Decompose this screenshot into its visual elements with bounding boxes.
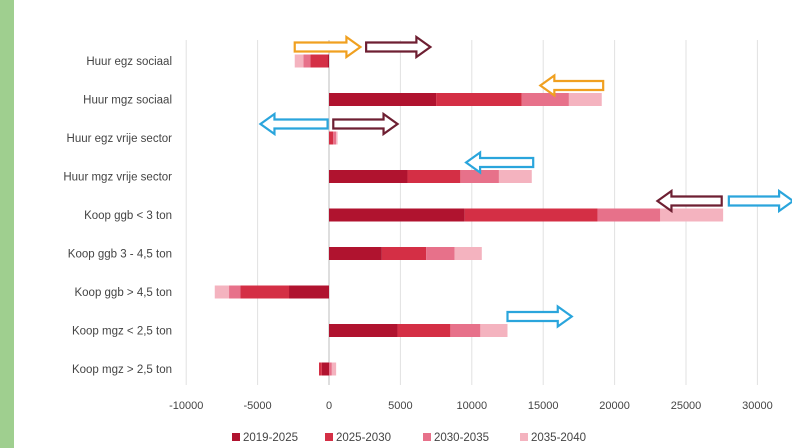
arrow	[506, 304, 574, 329]
bars	[214, 54, 724, 376]
category-label: Huur egz sociaal	[86, 56, 172, 68]
bar-segment	[381, 247, 427, 260]
arrow	[258, 111, 329, 137]
bar-segment	[229, 285, 241, 299]
legend-label: 2035-2040	[531, 432, 586, 444]
legend-swatch	[520, 433, 528, 441]
legend-item: 2025-2030	[325, 432, 391, 444]
legend-swatch	[423, 433, 431, 441]
category-label: Huur egz vrije sector	[67, 133, 173, 145]
arrows	[258, 34, 792, 329]
bar-segment	[327, 54, 329, 68]
bar-segment	[397, 324, 451, 337]
bar-segment	[498, 170, 532, 183]
legend-item: 2030-2035	[423, 432, 489, 444]
bar-segment	[329, 324, 398, 337]
x-tick-label: 0	[326, 400, 332, 412]
legend-label: 2019-2025	[243, 432, 298, 444]
legend-item: 2019-2025	[232, 432, 298, 444]
bar-segment	[480, 324, 508, 337]
bar-segment	[321, 362, 329, 376]
category-label: Koop mgz < 2,5 ton	[72, 326, 172, 338]
bar-segment	[329, 362, 332, 376]
legend-label: 2025-2030	[336, 432, 391, 444]
category-label: Koop ggb < 3 ton	[84, 210, 172, 222]
bar-segment	[240, 285, 290, 299]
legend-label: 2030-2035	[434, 432, 489, 444]
bar-segment	[426, 247, 455, 260]
bar-segment	[333, 131, 337, 145]
bar-segment	[436, 93, 522, 106]
arrow	[538, 73, 605, 98]
x-tick-label: 10000	[457, 400, 488, 412]
bar-segment	[294, 54, 304, 68]
category-label: Koop ggb > 4,5 ton	[74, 287, 172, 299]
x-tick-label: 25000	[671, 400, 702, 412]
legend: 2019-2025 2025-2030 2030-2035 2035-2040	[232, 432, 586, 444]
category-label: Koop ggb 3 - 4,5 ton	[68, 249, 172, 261]
category-label: Koop mgz > 2,5 ton	[72, 364, 172, 376]
x-tick-label: 5000	[388, 400, 412, 412]
category-label: Huur mgz sociaal	[83, 95, 172, 107]
bar-segment	[214, 285, 230, 299]
bar-segment	[450, 324, 481, 337]
arrow	[332, 111, 400, 137]
arrow	[727, 188, 792, 214]
bar-segment	[319, 362, 322, 376]
bar-segment	[597, 208, 661, 222]
bar-segment	[660, 208, 724, 222]
side-strip	[0, 0, 14, 448]
x-tick-label: 15000	[528, 400, 559, 412]
legend-swatch	[232, 433, 240, 441]
bar-segment	[329, 247, 382, 260]
bar-segment	[329, 170, 408, 183]
arrow	[464, 150, 535, 175]
bar-segment	[331, 362, 337, 376]
x-tick-label: 20000	[599, 400, 630, 412]
category-label: Huur mgz vrije sector	[63, 172, 172, 184]
arrow	[365, 34, 433, 60]
bar-segment	[310, 54, 328, 68]
bar-segment	[289, 285, 329, 299]
x-tick-label: -5000	[244, 400, 272, 412]
bar-segment	[568, 93, 602, 106]
bar-segment	[329, 93, 437, 106]
legend-swatch	[325, 433, 333, 441]
bar-segment	[303, 54, 311, 68]
legend-item: 2035-2040	[520, 432, 586, 444]
bar-segment	[329, 131, 334, 145]
x-tick-label: -10000	[169, 400, 203, 412]
bar-segment	[329, 208, 465, 222]
category-labels: Huur egz sociaal Huur mgz sociaal Huur egz…	[63, 56, 172, 376]
arrow	[655, 188, 723, 214]
bar-segment	[336, 131, 338, 145]
x-tick-label: 30000	[742, 400, 773, 412]
x-tick-labels: -10000 -5000 0 5000 10000 15000 20000 25000 3000…	[169, 400, 773, 412]
bar-segment	[521, 93, 569, 106]
bar-segment	[407, 170, 461, 183]
arrow	[293, 34, 363, 60]
bar-segment	[454, 247, 482, 260]
bar-segment	[464, 208, 598, 222]
bar-segment	[460, 170, 499, 183]
